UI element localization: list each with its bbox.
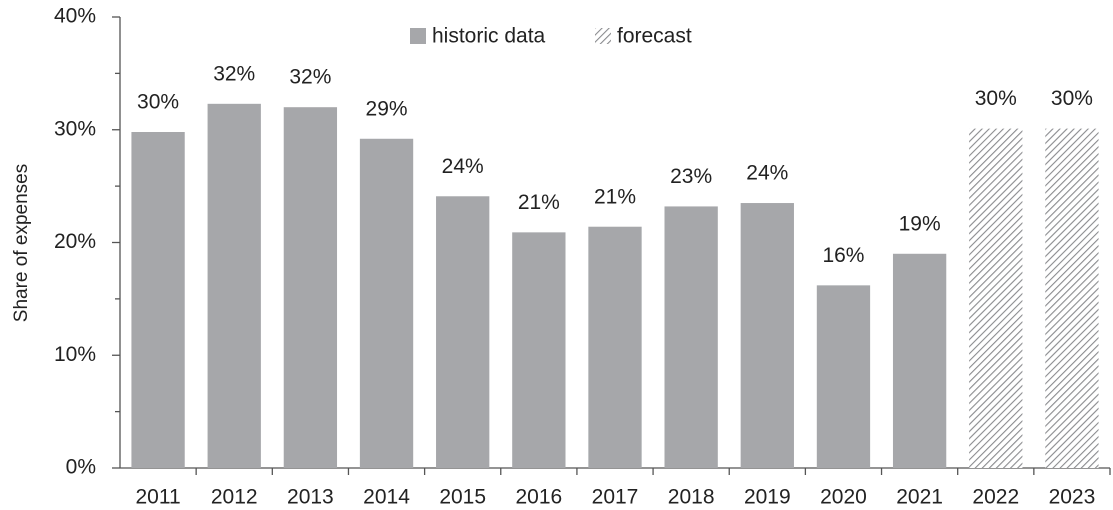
bar bbox=[1045, 128, 1099, 468]
legend-label: forecast bbox=[617, 25, 692, 48]
y-tick-label: 10% bbox=[54, 343, 96, 366]
bar bbox=[969, 128, 1023, 468]
x-tick-label: 2017 bbox=[592, 486, 639, 509]
data-label: 24% bbox=[746, 162, 788, 185]
x-tick-label: 2020 bbox=[820, 486, 867, 509]
x-tick-label: 2021 bbox=[896, 486, 943, 509]
bar bbox=[892, 253, 947, 468]
y-axis-label: Share of expenses bbox=[11, 164, 32, 322]
bar bbox=[131, 132, 185, 468]
bar bbox=[512, 232, 566, 468]
data-label: 16% bbox=[822, 244, 864, 267]
data-label: 32% bbox=[213, 62, 255, 85]
data-label: 19% bbox=[899, 212, 941, 235]
x-tick-label: 2016 bbox=[515, 486, 562, 509]
y-tick-label: 40% bbox=[54, 5, 96, 28]
x-tick-label: 2018 bbox=[668, 486, 715, 509]
bar bbox=[436, 196, 490, 468]
bar bbox=[207, 103, 261, 468]
legend-swatch bbox=[410, 28, 426, 44]
y-tick-label: 30% bbox=[54, 117, 96, 140]
data-label: 30% bbox=[1051, 87, 1093, 110]
y-tick-label: 20% bbox=[54, 230, 96, 253]
x-tick-label: 2023 bbox=[1049, 486, 1096, 509]
data-label: 21% bbox=[594, 185, 636, 208]
data-label: 23% bbox=[670, 165, 712, 188]
data-label: 30% bbox=[137, 91, 179, 114]
x-tick-label: 2019 bbox=[744, 486, 791, 509]
bar bbox=[283, 107, 338, 468]
x-tick-label: 2013 bbox=[287, 486, 334, 509]
legend-swatch bbox=[595, 28, 611, 44]
x-tick-label: 2015 bbox=[439, 486, 486, 509]
data-label: 32% bbox=[289, 66, 331, 89]
bar bbox=[816, 285, 871, 468]
x-tick-label: 2014 bbox=[363, 486, 410, 509]
x-tick-label: 2022 bbox=[972, 486, 1019, 509]
data-label: 24% bbox=[442, 155, 484, 178]
data-label: 30% bbox=[975, 87, 1017, 110]
data-label: 29% bbox=[366, 97, 408, 120]
bar bbox=[359, 138, 414, 468]
data-label: 21% bbox=[518, 191, 560, 214]
y-tick-label: 0% bbox=[66, 456, 96, 479]
bar bbox=[588, 226, 642, 468]
bar bbox=[740, 203, 794, 468]
x-tick-label: 2011 bbox=[135, 486, 180, 509]
x-tick-label: 2012 bbox=[211, 486, 258, 509]
legend-label: historic data bbox=[432, 25, 546, 48]
bar bbox=[664, 206, 718, 469]
